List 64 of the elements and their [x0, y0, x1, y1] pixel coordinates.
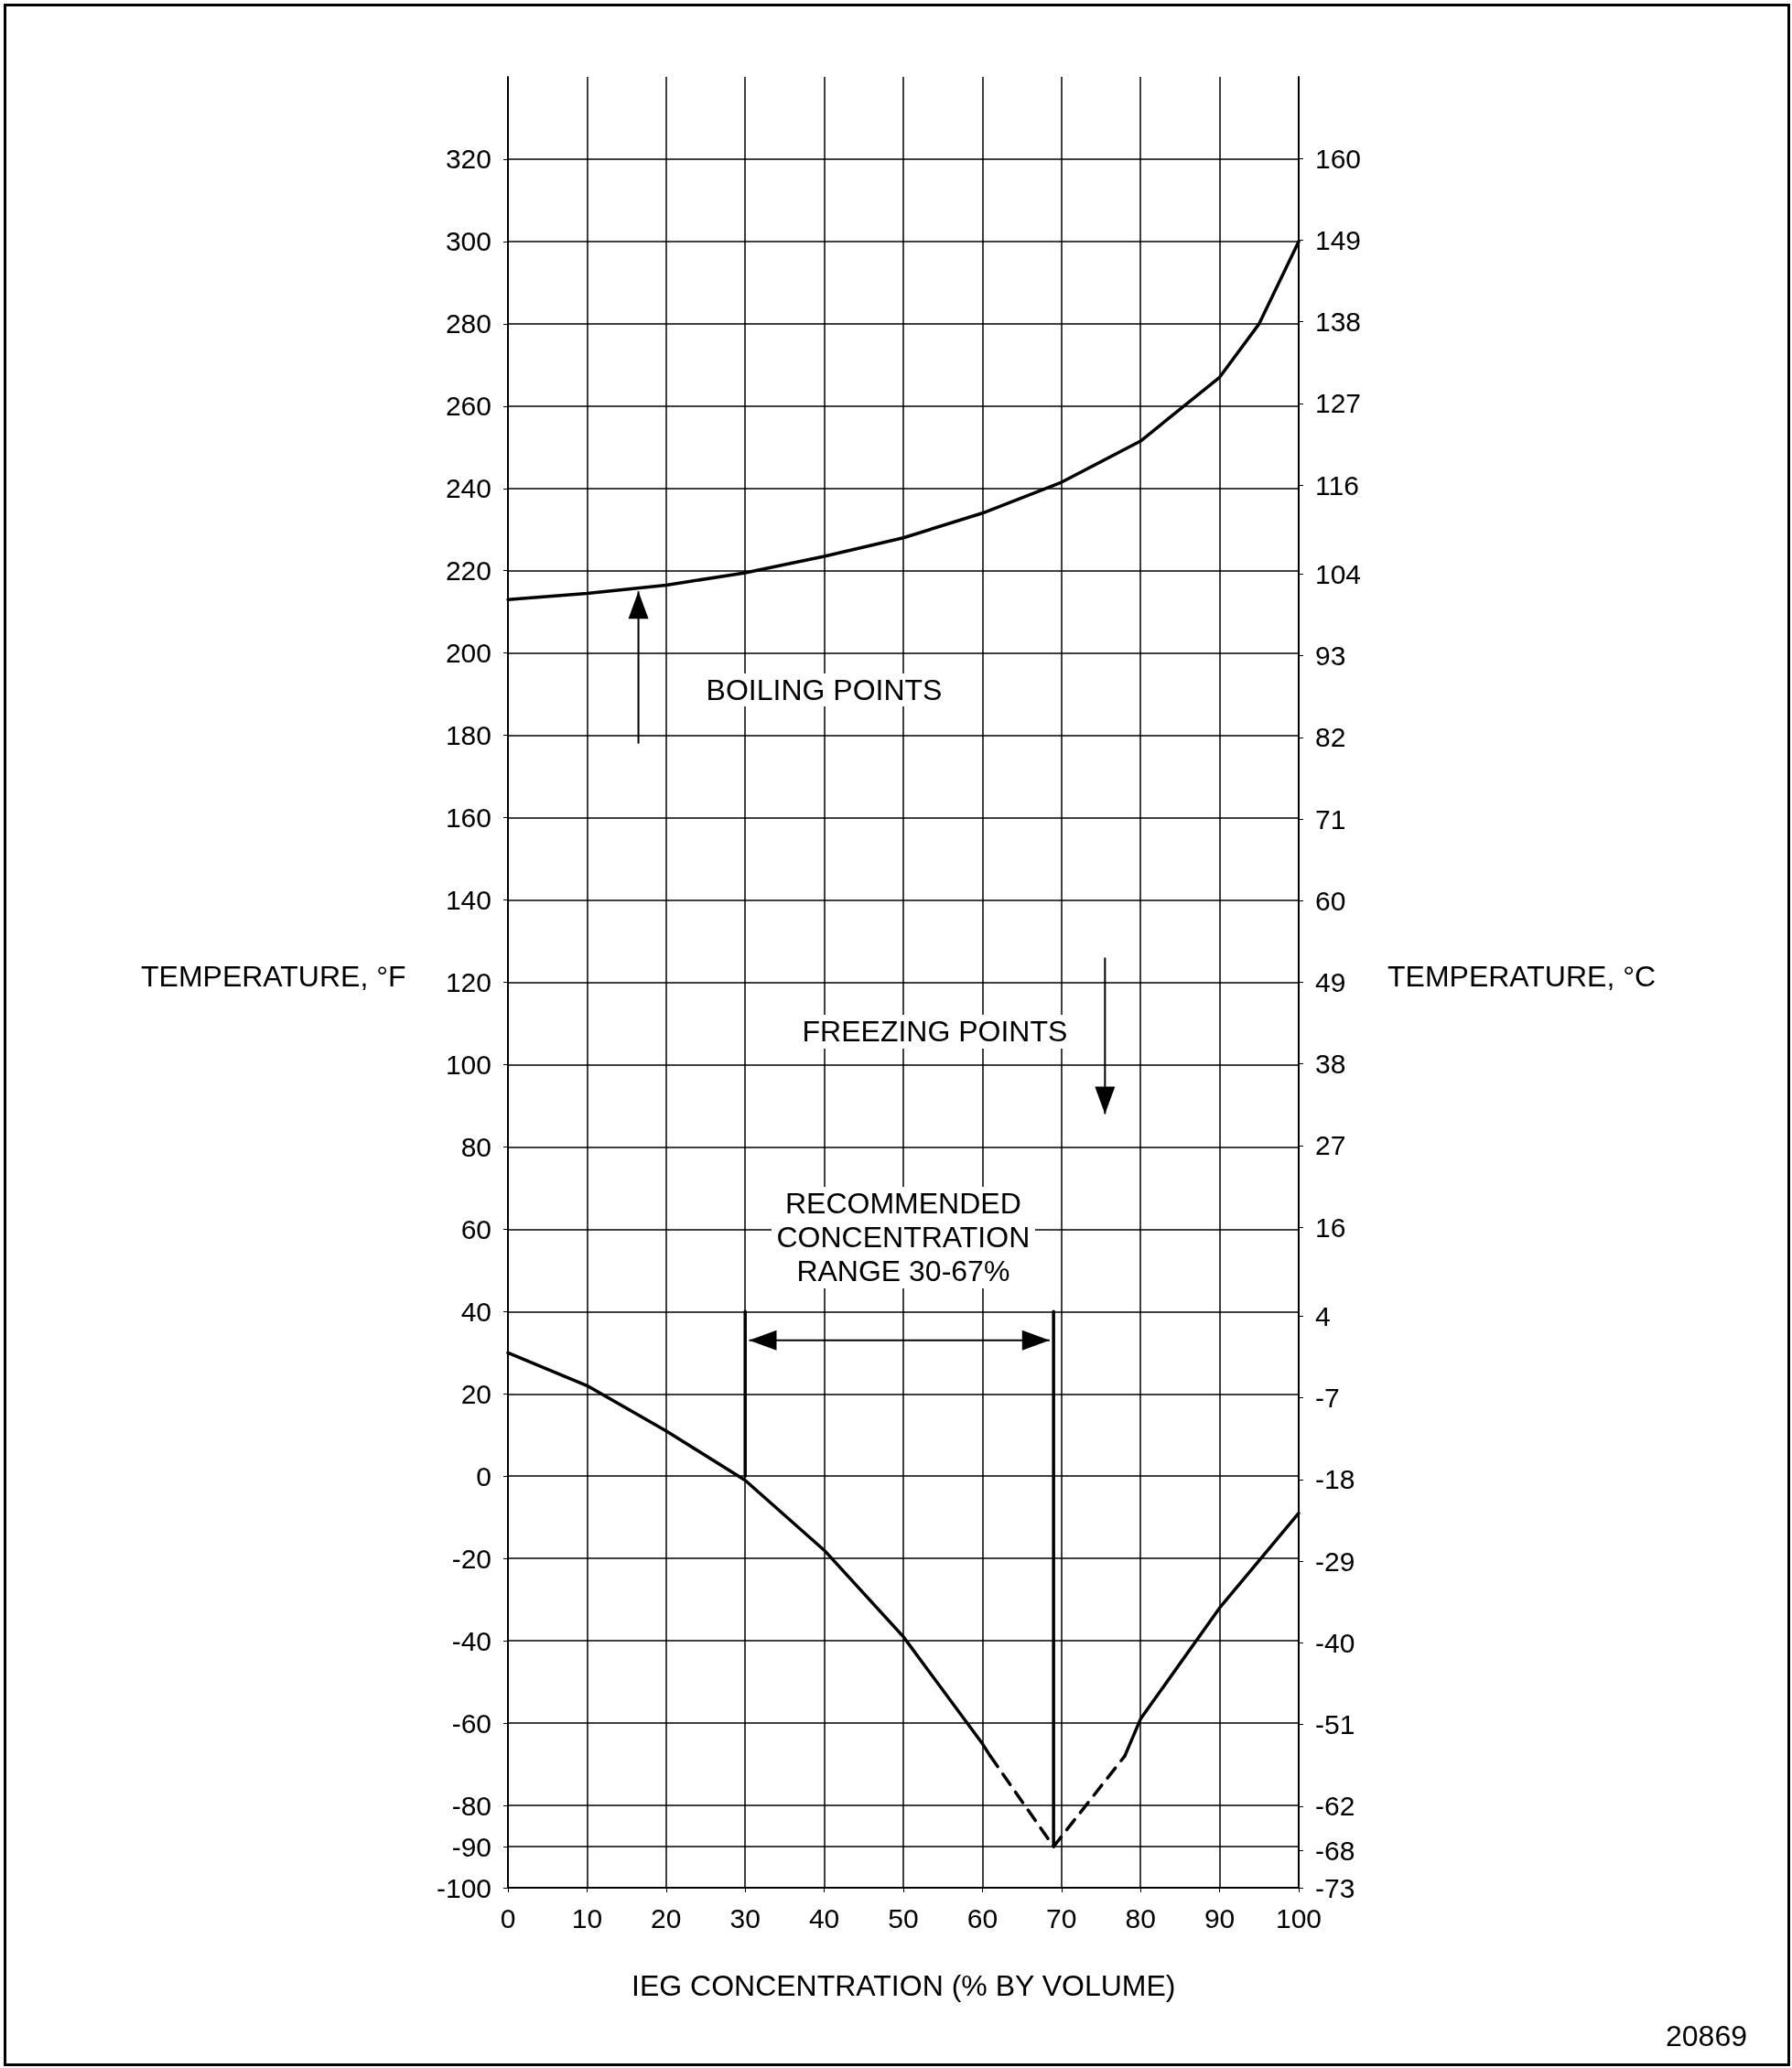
annotation: FREEZING POINTS	[796, 1014, 1074, 1049]
y-tick-label: 260	[445, 391, 491, 422]
x-axis-title: IEG CONCENTRATION (% BY VOLUME)	[626, 1968, 1182, 2003]
y-tick-label: 280	[445, 308, 491, 339]
y-tick-label: 80	[460, 1131, 491, 1162]
y2-tick-label: 27	[1315, 1130, 1346, 1161]
y-tick-label: 40	[460, 1296, 491, 1327]
y-tick-label: 60	[460, 1213, 491, 1244]
y2-tick-label: 4	[1315, 1300, 1331, 1331]
y2-tick-label: 149	[1315, 224, 1362, 255]
x-tick-label: 50	[888, 1902, 919, 1933]
y2-tick-label: -29	[1315, 1546, 1355, 1577]
y-tick-label: 120	[445, 967, 491, 997]
y2-tick-label: -7	[1315, 1383, 1340, 1414]
y-tick-label: 320	[445, 144, 491, 175]
y-tick-label: -40	[451, 1625, 491, 1656]
y-tick-label: 300	[445, 226, 491, 257]
y-tick-label: 20	[460, 1378, 491, 1409]
x-tick-label: 60	[966, 1902, 999, 1933]
y2-tick-label: 160	[1315, 143, 1362, 174]
text: 20869	[1660, 2019, 1753, 2053]
y-tick-label: 0	[476, 1460, 491, 1492]
x-tick-label: 30	[729, 1902, 761, 1933]
y2-tick-label: -40	[1315, 1627, 1355, 1658]
annotation: RECOMMENDED CONCENTRATION RANGE 30-67%	[771, 1187, 1036, 1288]
y2-tick-label: 38	[1315, 1049, 1346, 1080]
y-tick-label: 200	[445, 638, 491, 669]
y2-tick-label: 82	[1315, 722, 1346, 753]
x-tick-label: 0	[500, 1902, 516, 1933]
y2-tick-label: -68	[1315, 1835, 1355, 1866]
y2-tick-label: 104	[1315, 558, 1362, 589]
y2-tick-label: 138	[1315, 307, 1362, 338]
y-tick-label: 220	[445, 555, 491, 587]
y-axis-title: TEMPERATURE, °F	[135, 960, 412, 994]
y2-tick-label: 49	[1315, 967, 1346, 997]
x-tick-label: 90	[1204, 1902, 1236, 1933]
y-tick-label: 160	[445, 802, 491, 834]
y2-tick-label: 127	[1315, 388, 1362, 419]
y2-tick-label: 71	[1315, 803, 1346, 835]
y-tick-label: 180	[445, 720, 491, 751]
x-tick-label: 80	[1125, 1902, 1156, 1933]
y-tick-label: 240	[445, 473, 491, 504]
y-tick-label: -80	[451, 1790, 491, 1821]
y2-tick-label: 116	[1315, 469, 1359, 501]
y2-tick-label: 60	[1315, 885, 1346, 916]
y-tick-label: -20	[451, 1543, 491, 1574]
y-tick-label: -60	[451, 1707, 491, 1739]
y2-tick-label: -73	[1315, 1872, 1355, 1903]
annotation: BOILING POINTS	[700, 673, 948, 707]
y2-tick-label: 16	[1315, 1212, 1346, 1243]
x-tick-label: 20	[651, 1902, 682, 1933]
y2-axis-title: TEMPERATURE, °C	[1382, 960, 1662, 994]
y-tick-label: -90	[451, 1831, 491, 1862]
y-tick-label: 100	[445, 1049, 491, 1080]
y2-tick-label: -62	[1315, 1791, 1355, 1822]
x-tick-label: 40	[808, 1902, 840, 1933]
x-tick-label: 70	[1046, 1902, 1077, 1933]
y2-tick-label: 93	[1315, 641, 1346, 672]
x-tick-label: 100	[1275, 1902, 1322, 1933]
y2-tick-label: -51	[1315, 1709, 1355, 1740]
y-tick-label: 140	[445, 885, 491, 916]
y2-tick-label: -18	[1315, 1464, 1355, 1495]
y-tick-label: -100	[436, 1872, 491, 1903]
x-tick-label: 10	[571, 1902, 603, 1933]
